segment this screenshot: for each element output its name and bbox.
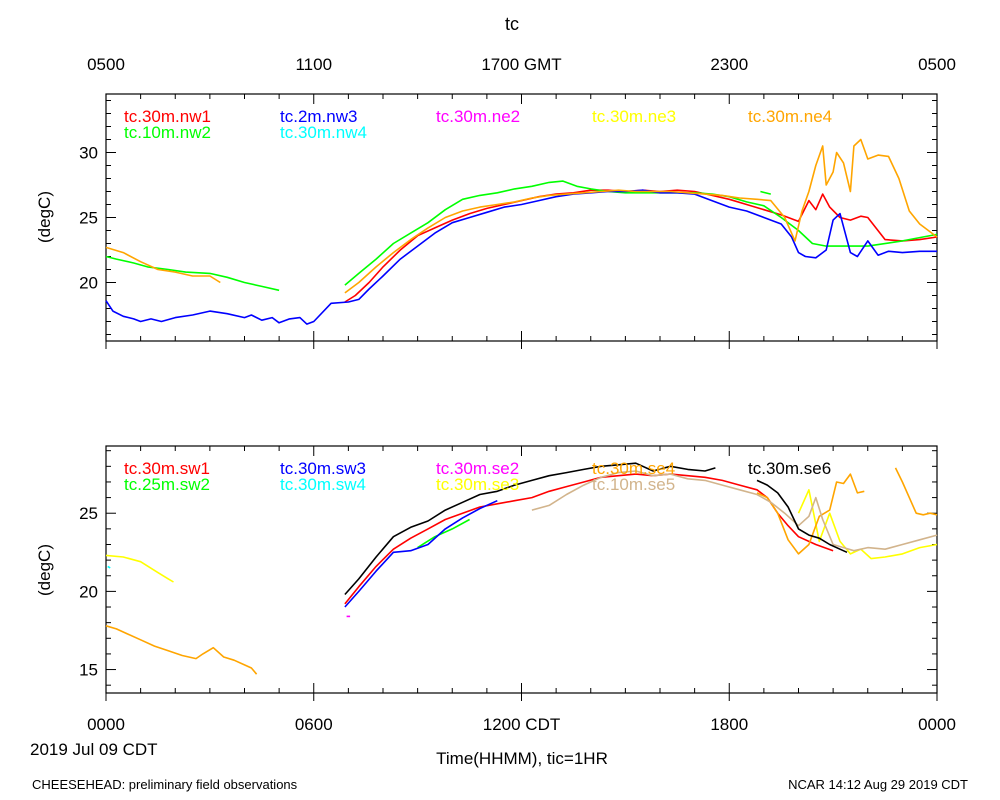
series-line-tc-30m-se6: [344, 462, 716, 596]
series-line-tc-30m-sw3: [344, 499, 498, 608]
bottom-ytick-label: 25: [79, 504, 98, 523]
series-line-tc-2m-nw3: [105, 189, 937, 325]
legend-tc-2m-nw3: tc.2m.nw3: [280, 107, 357, 126]
bottom-ytick-label: 20: [79, 582, 98, 601]
date-label: 2019 Jul 09 CDT: [30, 740, 158, 759]
legend-tc-30m-ne3: tc.30m.ne3: [592, 107, 676, 126]
series-line-tc-30m-se4b: [756, 473, 865, 555]
top-axis-label: 0500: [918, 55, 956, 74]
bottom-axis-label: 1200 CDT: [483, 715, 560, 734]
series-line-tc-30m-se4c: [894, 467, 938, 516]
legend-tc-30m-se3: tc.30m.se3: [436, 475, 519, 494]
bottom-axis-label: 0000: [918, 715, 956, 734]
legend-tc-30m-sw3: tc.30m.sw3: [280, 459, 366, 478]
legend-tc-25m-sw2: tc.25m.sw2: [124, 475, 210, 494]
top-ytick-label: 30: [79, 144, 98, 163]
series-line-tc-30m-se4: [105, 625, 258, 675]
series-line-tc-25m-sw2: [417, 518, 470, 549]
bottom-y-axis-label: (degC): [35, 544, 54, 596]
legend-tc-30m-ne4: tc.30m.ne4: [748, 107, 832, 126]
top-axis-label: 1100: [295, 55, 332, 74]
legend-tc-30m-sw4: tc.30m.sw4: [280, 475, 366, 494]
chart-title: tc: [505, 14, 519, 34]
bottom-axis-label: 1800: [710, 715, 748, 734]
bottom-axis-label: 0000: [87, 715, 125, 734]
top-y-axis-label: (degC): [35, 191, 54, 243]
legend-tc-10m-se5: tc.10m.se5: [592, 475, 675, 494]
legend-tc-30m-ne2: tc.30m.ne2: [436, 107, 520, 126]
bottom-axis-label: 0600: [295, 715, 333, 734]
series-line-tc-30m-ne4b: [344, 138, 938, 294]
series-line-tc-10m-se5: [531, 470, 938, 552]
x-axis-label: Time(HHMM), tic=1HR: [436, 749, 608, 768]
top-axis-label: 0500: [87, 55, 125, 74]
footer-right: NCAR 14:12 Aug 29 2019 CDT: [788, 777, 968, 792]
top-ytick-label: 25: [79, 209, 98, 228]
legend-tc-30m-nw1: tc.30m.nw1: [124, 107, 211, 126]
legend-tc-30m-se6: tc.30m.se6: [748, 459, 831, 478]
top-ytick-label: 20: [79, 274, 98, 293]
series-line-tc-10m-nw2c: [760, 190, 771, 195]
legend-tc-30m-sw1: tc.30m.sw1: [124, 459, 210, 478]
legend-tc-30m-se4: tc.30m.se4: [592, 459, 675, 478]
legend-tc-10m-nw2: tc.10m.nw2: [124, 123, 211, 142]
series-line-tc-30m-se3: [105, 554, 174, 583]
series-line-tc-30m-sw4: [107, 565, 111, 569]
series-line-tc-30m-se6b: [756, 479, 848, 554]
series-line-tc-30m-se3b: [797, 488, 938, 560]
footer-left: CHEESEHEAD: preliminary field observatio…: [32, 777, 298, 792]
top-panel-frame: [105, 93, 938, 342]
series-line-tc-30m-ne4: [105, 246, 221, 284]
series-line-tc-10m-nw2: [105, 255, 280, 292]
legend-tc-30m-nw4: tc.30m.nw4: [280, 123, 367, 142]
bottom-ytick-label: 15: [79, 661, 98, 680]
legend-tc-30m-se2: tc.30m.se2: [436, 459, 519, 478]
top-axis-label: 1700 GMT: [481, 55, 561, 74]
top-axis-label: 2300: [710, 55, 748, 74]
